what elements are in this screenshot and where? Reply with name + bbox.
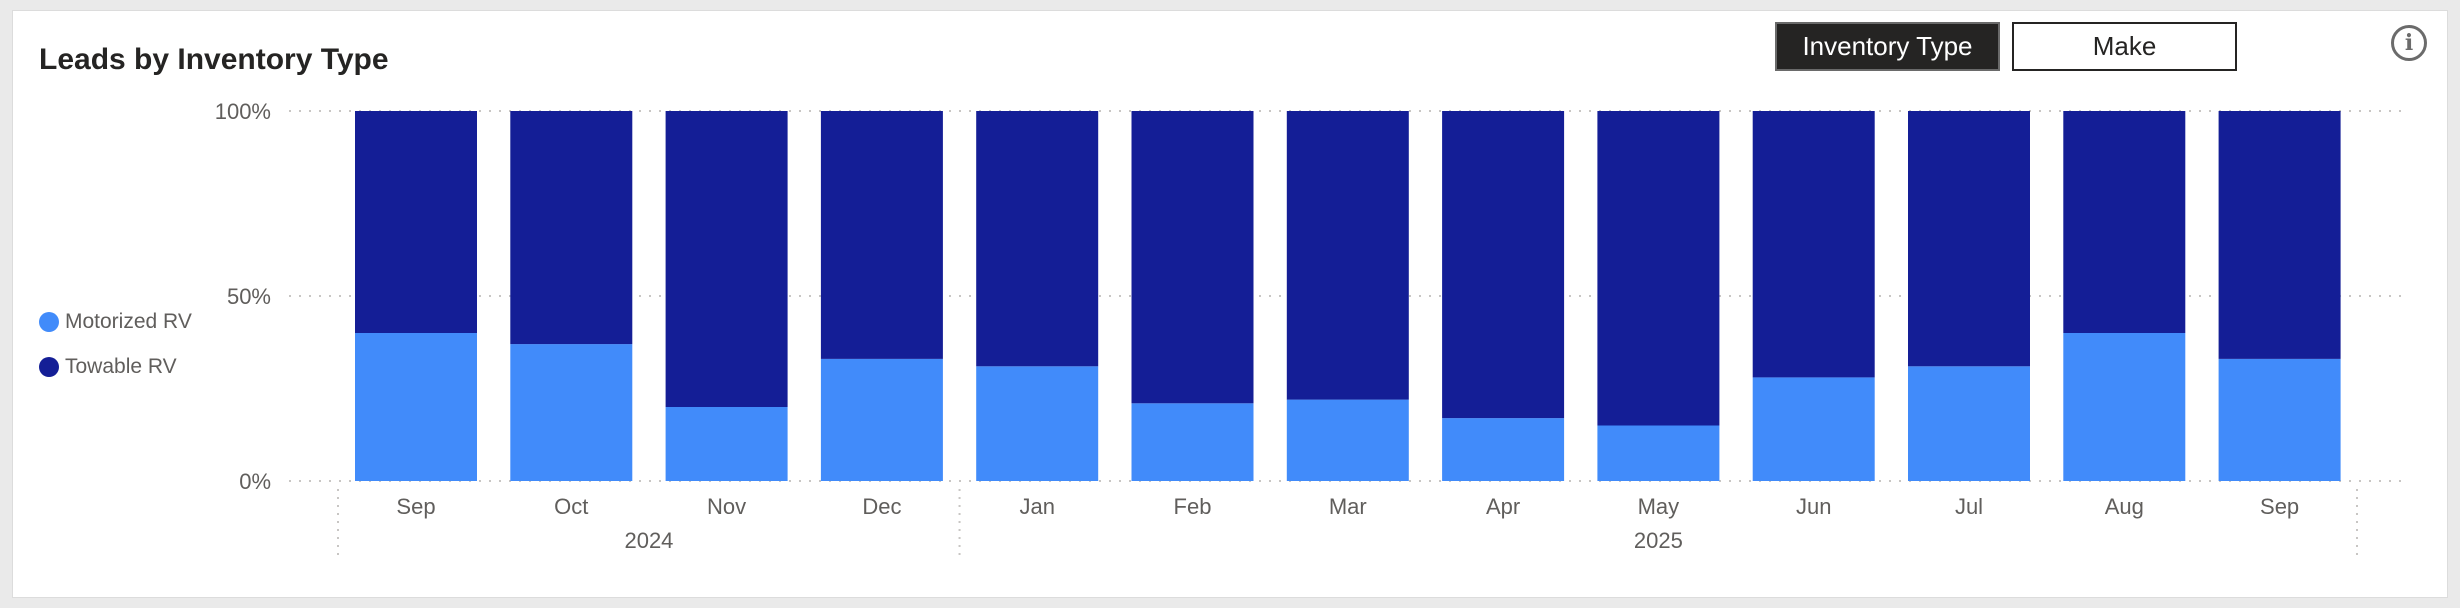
bar-motorized-rv[interactable]: [976, 366, 1099, 481]
bar-towable-rv[interactable]: [820, 111, 943, 359]
bar-motorized-rv[interactable]: [820, 358, 943, 481]
x-tick-label: Jun: [1796, 494, 1831, 519]
x-tick-label: May: [1638, 494, 1680, 519]
legend-dot-motorized-icon: [39, 311, 59, 332]
x-tick-label: Jan: [1019, 494, 1054, 519]
stacked-bar-chart: 0% 50% 100% Sep Oct Nov Dec Jan Feb Mar Apr May Jun J…: [215, 99, 2403, 559]
bar-towable-rv[interactable]: [1752, 111, 1875, 378]
x-tick-label: Oct: [554, 494, 588, 519]
chart-card: Leads by Inventory Type Inventory Type M…: [12, 10, 2448, 598]
inventory-type-toggle-button[interactable]: Inventory Type: [1775, 22, 2000, 71]
bar-towable-rv[interactable]: [1131, 111, 1254, 404]
bar-towable-rv[interactable]: [2218, 111, 2341, 359]
bar-motorized-rv[interactable]: [510, 344, 633, 481]
x-tick-label: Feb: [1174, 494, 1212, 519]
chart-legend: Motorized RV Towable RV: [39, 299, 192, 389]
x-tick-label: Sep: [396, 494, 435, 519]
legend-item-motorized-rv[interactable]: Motorized RV: [39, 299, 192, 344]
bar-towable-rv[interactable]: [510, 111, 633, 345]
x-tick-label: Sep: [2260, 494, 2299, 519]
bar-motorized-rv[interactable]: [1752, 377, 1875, 481]
bar-towable-rv[interactable]: [976, 111, 1099, 367]
year-group-label: 2024: [624, 528, 673, 553]
bar-motorized-rv[interactable]: [1442, 418, 1565, 481]
legend-label: Motorized RV: [65, 309, 192, 333]
bar-towable-rv[interactable]: [355, 111, 477, 333]
chart-title: Leads by Inventory Type: [39, 43, 389, 76]
bar-motorized-rv[interactable]: [1131, 403, 1254, 481]
info-circle-icon[interactable]: i: [2391, 25, 2427, 61]
bar-towable-rv[interactable]: [1286, 111, 1409, 400]
bar-motorized-rv[interactable]: [2218, 358, 2341, 481]
bar-towable-rv[interactable]: [2063, 111, 2186, 333]
bar-towable-rv[interactable]: [1597, 111, 1720, 426]
x-tick-label: Jul: [1955, 494, 1983, 519]
bar-motorized-rv[interactable]: [355, 333, 477, 481]
x-tick-label: Dec: [862, 494, 901, 519]
bar-towable-rv[interactable]: [1442, 111, 1565, 419]
x-tick-label: Apr: [1486, 494, 1520, 519]
year-group-label: 2025: [1634, 528, 1683, 553]
legend-label: Towable RV: [65, 354, 177, 378]
bar-towable-rv[interactable]: [665, 111, 788, 407]
bar-motorized-rv[interactable]: [1597, 425, 1720, 482]
bar-motorized-rv[interactable]: [1908, 366, 2030, 481]
bar-towable-rv[interactable]: [1908, 111, 2030, 367]
bar-motorized-rv[interactable]: [1286, 399, 1409, 481]
x-tick-label: Mar: [1329, 494, 1367, 519]
make-toggle-button[interactable]: Make: [2012, 22, 2237, 71]
legend-dot-towable-icon: [39, 356, 59, 377]
legend-item-towable-rv[interactable]: Towable RV: [39, 344, 192, 389]
x-tick-label: Nov: [707, 494, 746, 519]
bar-motorized-rv[interactable]: [2063, 333, 2186, 481]
y-tick-label: 0%: [239, 469, 271, 494]
y-tick-label: 100%: [215, 99, 271, 124]
y-tick-label: 50%: [227, 284, 271, 309]
x-tick-label: Aug: [2105, 494, 2144, 519]
bar-motorized-rv[interactable]: [665, 407, 788, 481]
